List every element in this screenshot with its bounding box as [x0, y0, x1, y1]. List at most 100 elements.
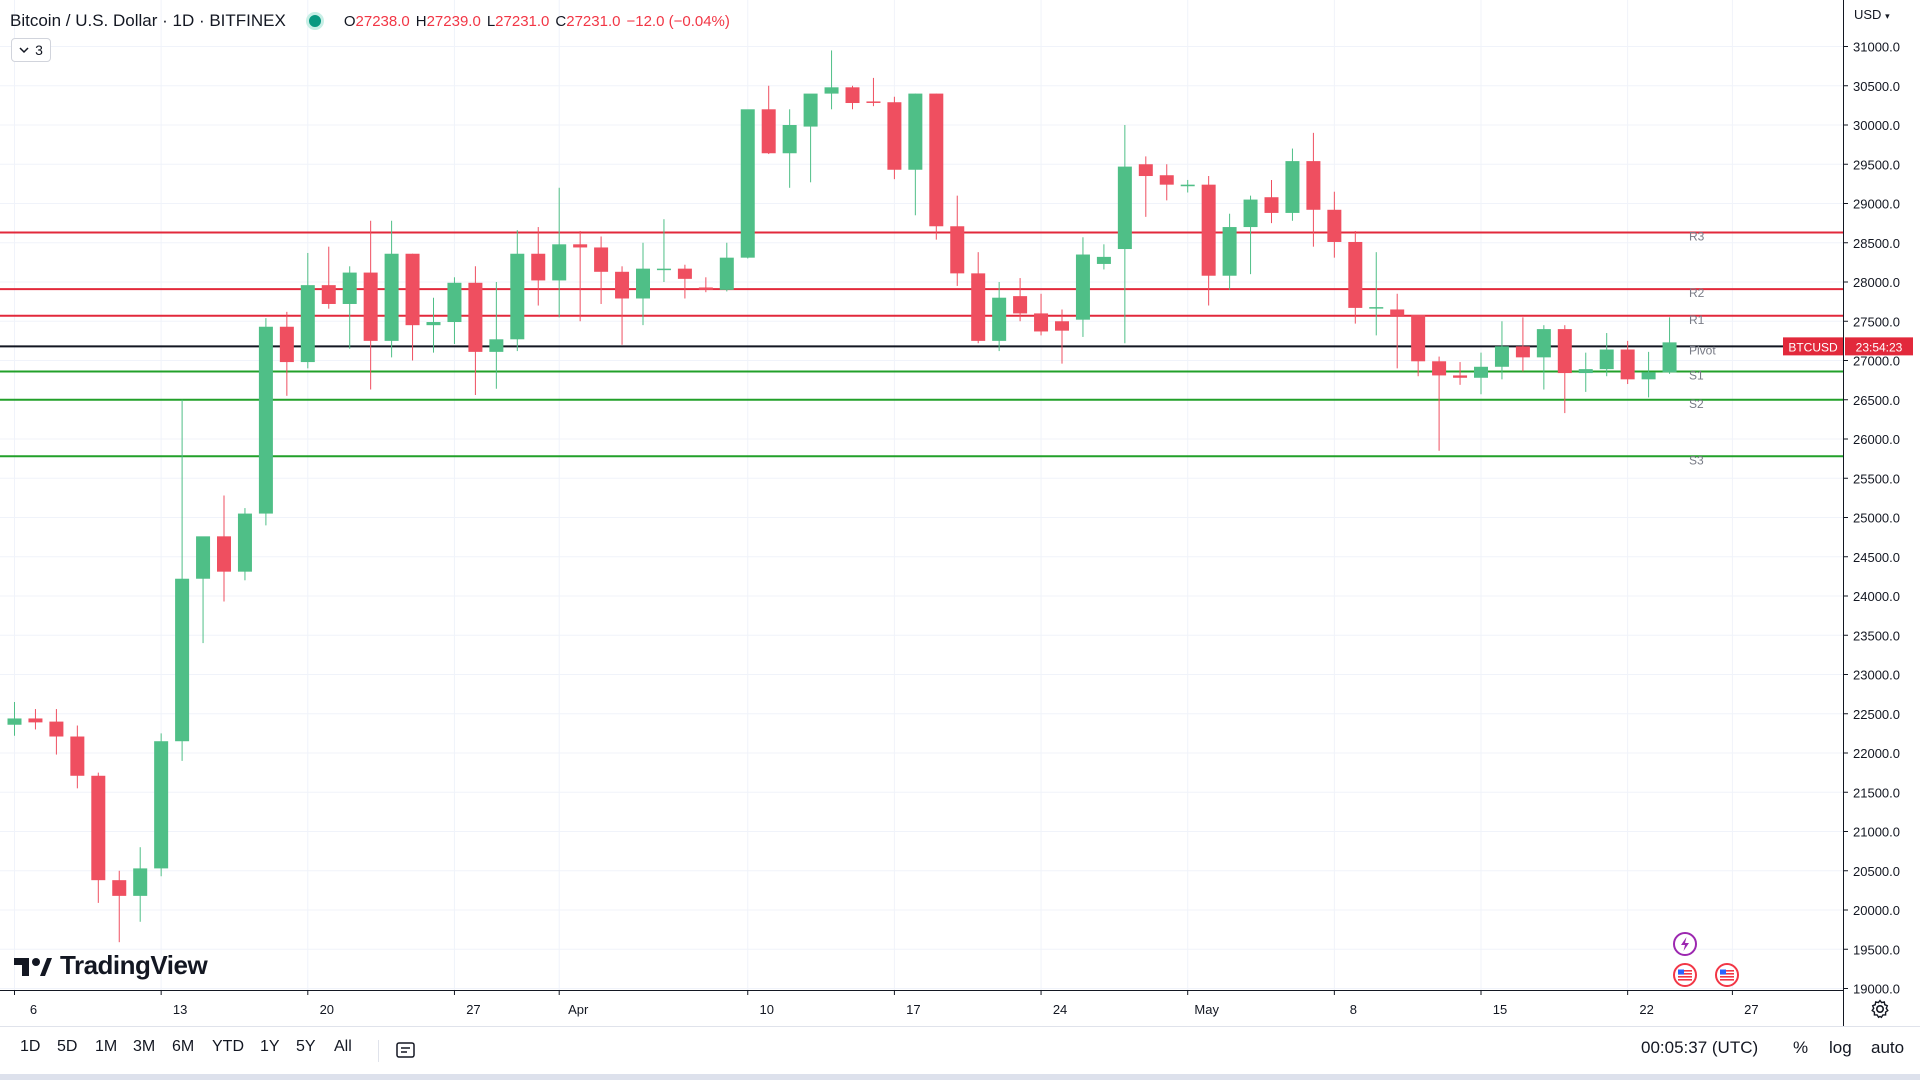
candle[interactable] — [1264, 179, 1279, 224]
candle[interactable] — [1034, 293, 1049, 336]
candle[interactable] — [740, 109, 755, 259]
candle[interactable] — [908, 93, 923, 216]
candle[interactable] — [677, 264, 692, 299]
candle[interactable] — [363, 220, 378, 390]
candle[interactable] — [1348, 230, 1363, 324]
candle[interactable] — [573, 230, 588, 322]
candle[interactable] — [1432, 356, 1447, 451]
candle[interactable] — [1075, 237, 1090, 337]
tradingview-logo[interactable]: TradingView — [14, 950, 208, 981]
candlestick-series[interactable] — [7, 50, 1677, 943]
candle[interactable] — [510, 230, 525, 352]
compare-icon[interactable] — [395, 1040, 417, 1060]
log-scale-button[interactable]: log — [1829, 1038, 1852, 1057]
candle[interactable] — [91, 772, 106, 903]
us-flag-icon[interactable] — [1672, 962, 1698, 988]
candle[interactable] — [1474, 352, 1488, 395]
candle[interactable] — [447, 277, 462, 345]
candle[interactable] — [49, 709, 64, 755]
timeframe-5y[interactable]: 5Y — [296, 1038, 316, 1055]
time-axis[interactable]: 6 13 20 27 Apr 10 17 24 May 8 15 22 27 — [0, 990, 1843, 1017]
candle[interactable] — [1013, 278, 1028, 322]
candle[interactable] — [1578, 352, 1593, 392]
symbol-title[interactable]: Bitcoin / U.S. Dollar · 1D · BITFINEX — [10, 11, 286, 30]
timeframe-6m[interactable]: 6M — [172, 1038, 195, 1055]
candle[interactable] — [1369, 252, 1384, 336]
us-flag-icon[interactable] — [1714, 962, 1740, 988]
timeframe-3m[interactable]: 3M — [133, 1038, 156, 1055]
candle[interactable] — [237, 508, 252, 581]
candle[interactable] — [1285, 148, 1300, 221]
candle[interactable] — [1055, 309, 1069, 364]
candle[interactable] — [761, 85, 776, 155]
candle[interactable] — [28, 709, 43, 730]
candle[interactable] — [217, 495, 231, 602]
candle[interactable] — [824, 50, 839, 110]
candle[interactable] — [656, 219, 671, 282]
candle[interactable] — [300, 252, 315, 369]
candle[interactable] — [1180, 179, 1195, 193]
candle[interactable] — [279, 311, 294, 396]
candle[interactable] — [1453, 362, 1468, 385]
candle[interactable] — [7, 701, 22, 736]
candle[interactable] — [698, 277, 713, 293]
indicators-toggle-button[interactable]: 3 — [11, 38, 51, 62]
candle[interactable] — [971, 252, 986, 344]
candle[interactable] — [1494, 321, 1509, 380]
timeframe-ytd[interactable]: YTD — [212, 1038, 244, 1055]
candle[interactable] — [1662, 317, 1677, 374]
candle[interactable] — [552, 187, 567, 318]
last-price-badge[interactable]: BTCUSD 23:54:23 — [1783, 337, 1913, 356]
candle[interactable] — [615, 266, 630, 345]
candle[interactable] — [866, 77, 881, 107]
market-status-icon[interactable] — [305, 12, 324, 30]
candle[interactable] — [594, 236, 609, 304]
candle[interactable] — [384, 220, 399, 358]
candle[interactable] — [175, 399, 190, 761]
candle[interactable] — [112, 870, 127, 943]
timeframe-1d[interactable]: 1D — [20, 1038, 41, 1055]
candle[interactable] — [258, 318, 273, 526]
candle[interactable] — [426, 297, 441, 353]
candle[interactable] — [468, 266, 483, 396]
timeframe-all[interactable]: All — [334, 1038, 352, 1055]
candle[interactable] — [1201, 176, 1216, 306]
candle[interactable] — [1390, 293, 1405, 369]
candle[interactable] — [950, 195, 965, 286]
candle[interactable] — [489, 282, 504, 389]
candle[interactable] — [1138, 156, 1153, 217]
candle[interactable] — [1096, 244, 1111, 270]
candle[interactable] — [1515, 317, 1530, 372]
currency-selector[interactable]: USD ▾ — [1854, 7, 1890, 22]
auto-scale-button[interactable]: auto — [1871, 1038, 1905, 1057]
timeframe-5d[interactable]: 5D — [57, 1038, 78, 1055]
candle[interactable] — [342, 266, 357, 349]
candle[interactable] — [636, 242, 650, 326]
lightning-icon[interactable] — [1672, 931, 1698, 957]
candle[interactable] — [887, 96, 902, 180]
candle[interactable] — [1327, 191, 1342, 258]
candle[interactable] — [1243, 195, 1258, 275]
candle[interactable] — [70, 725, 85, 789]
candle[interactable] — [803, 93, 818, 183]
price-axis[interactable]: 19000.0 19500.0 20000.0 20500.0 21000.0 21500… — [1783, 0, 1913, 1026]
gear-icon[interactable] — [1869, 998, 1891, 1020]
candle[interactable] — [1159, 164, 1174, 201]
candle[interactable] — [929, 93, 944, 240]
candle[interactable] — [1557, 325, 1572, 414]
candle[interactable] — [1306, 132, 1321, 247]
candle[interactable] — [845, 85, 860, 110]
percent-scale-button[interactable]: % — [1793, 1038, 1809, 1057]
candle[interactable] — [1620, 340, 1635, 385]
candle[interactable] — [531, 227, 546, 306]
candle[interactable] — [1222, 213, 1237, 290]
candle[interactable] — [1536, 325, 1551, 390]
timeframe-1m[interactable]: 1M — [95, 1038, 118, 1055]
candle[interactable] — [782, 109, 797, 188]
candle[interactable] — [321, 246, 336, 309]
candle[interactable] — [992, 282, 1007, 352]
candle[interactable] — [196, 536, 211, 644]
timeframe-1y[interactable]: 1Y — [260, 1038, 280, 1055]
candle[interactable] — [1641, 351, 1656, 398]
